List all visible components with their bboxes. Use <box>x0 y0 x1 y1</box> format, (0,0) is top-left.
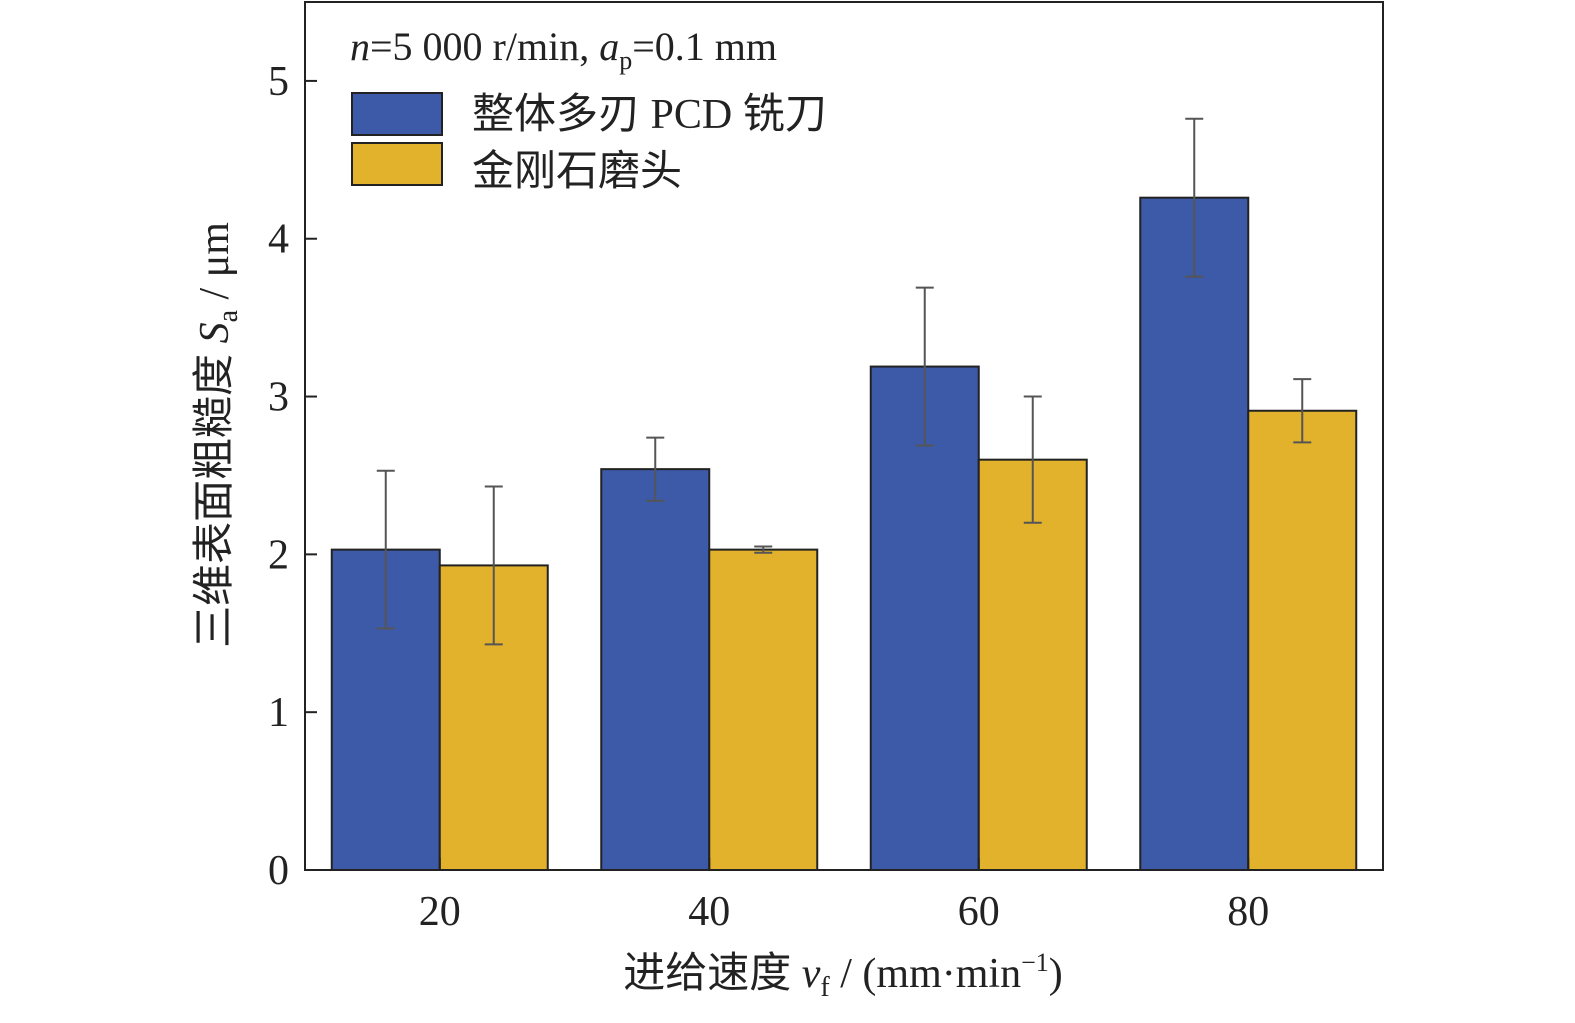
bar-series-2 <box>977 458 1088 871</box>
bar-series-2 <box>1247 409 1358 871</box>
bars-layer <box>330 196 1358 872</box>
legend: 整体多刃 PCD 铣刀 金刚石磨头 <box>351 92 827 195</box>
x-tick-label: 20 <box>419 889 461 935</box>
plot-frame <box>304 1 1384 871</box>
y-axis: 0 1 2 3 4 5 <box>268 59 317 894</box>
legend-swatch-series-2 <box>351 142 443 186</box>
y-axis-label-prefix: 三维表面粗糙度 <box>192 343 238 648</box>
x-tick-label: 40 <box>688 889 730 935</box>
annotation: n=5 000 r/min, ap=0.1 mm <box>350 24 777 75</box>
x-axis-label-unit: / (mm·min <box>830 951 1021 997</box>
y-axis-label-var: S <box>192 322 238 343</box>
annotation-n-label: n <box>350 24 370 69</box>
y-axis-label-sub: a <box>213 309 244 322</box>
bar-series-2 <box>708 548 819 871</box>
annotation-ap-sub: p <box>619 46 632 75</box>
legend-label-series-1: 整体多刃 PCD 铣刀 <box>472 92 827 138</box>
annotation-ap-base: a <box>599 24 619 69</box>
x-axis-label: 进给速度 vf / (mm·min−1) <box>623 948 1063 1003</box>
x-axis-label-prefix: 进给速度 <box>623 951 802 997</box>
y-axis-label-unit: / μm <box>192 222 238 310</box>
y-axis-label: 三维表面粗糙度 Sa / μm <box>192 222 244 648</box>
bar-series-1 <box>600 468 711 871</box>
y-tick-label: 1 <box>268 690 289 736</box>
x-tick-label: 80 <box>1227 889 1269 935</box>
error-bars-layer <box>376 117 1312 646</box>
legend-swatch-series-1 <box>351 92 443 136</box>
annotation-n-value: =5 000 r/min, <box>370 24 599 69</box>
legend-label-series-2: 金刚石磨头 <box>472 148 682 195</box>
x-axis-label-sub: f <box>820 972 830 1003</box>
x-tick-label: 60 <box>958 889 1000 935</box>
bar-series-1 <box>1139 196 1250 872</box>
y-tick-label: 5 <box>268 59 289 105</box>
y-tick-label: 4 <box>268 217 289 263</box>
x-axis-label-close: ) <box>1049 951 1063 997</box>
x-axis: 20 40 60 80 <box>419 858 1269 935</box>
annotation-ap-value: =0.1 mm <box>632 24 777 69</box>
y-tick-label: 0 <box>268 848 289 894</box>
y-tick-label: 2 <box>268 532 289 578</box>
x-axis-label-sup: −1 <box>1021 948 1049 977</box>
x-axis-label-var: v <box>802 951 821 997</box>
y-tick-label: 3 <box>268 375 289 421</box>
